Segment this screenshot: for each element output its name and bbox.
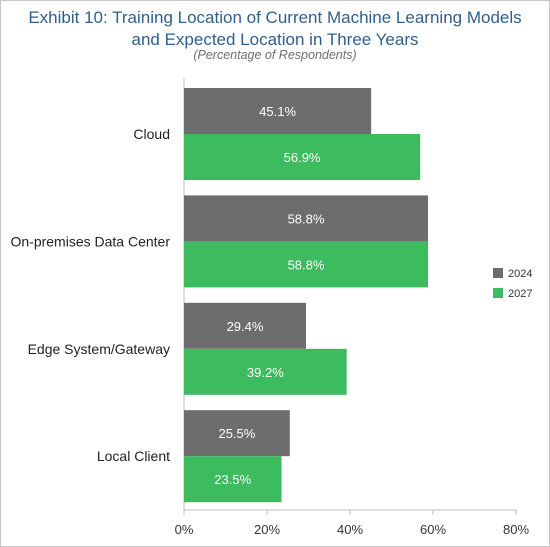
x-tick-label: 20% [254, 522, 280, 537]
bar-value-label: 23.5% [214, 472, 251, 487]
legend-label: 2024 [508, 268, 532, 280]
chart-title-line-1: Exhibit 10: Training Location of Current… [28, 8, 522, 27]
bar-2027 [184, 241, 429, 288]
bar-2024 [184, 302, 307, 349]
x-tick-label: 0% [175, 522, 194, 537]
bar-2024 [184, 88, 372, 134]
x-tick-label: 60% [420, 522, 446, 537]
bar-2027 [184, 134, 421, 180]
chart-subtitle: (Percentage of Respondents) [193, 48, 357, 62]
bar-2027 [184, 348, 347, 395]
category-label: Cloud [133, 126, 170, 142]
legend-label: 2027 [508, 288, 532, 300]
legend-swatch-2024 [493, 268, 503, 278]
bar-value-label: 58.8% [288, 257, 325, 272]
bar-2027 [184, 456, 282, 503]
x-tick-label: 40% [337, 522, 363, 537]
bar-value-label: 56.9% [284, 150, 321, 165]
category-label: On-premises Data Center [10, 233, 170, 249]
bar-2024 [184, 195, 429, 242]
bar-value-label: 39.2% [247, 365, 284, 380]
chart-title: Exhibit 10: Training Location of Current… [1, 7, 549, 51]
bar-2024 [184, 410, 290, 457]
category-label: Edge System/Gateway [28, 341, 170, 357]
x-tick-label: 80% [503, 522, 529, 537]
bar-value-label: 45.1% [259, 104, 296, 119]
legend-swatch-2027 [493, 288, 503, 298]
bar-value-label: 29.4% [227, 319, 264, 334]
category-label: Local Client [97, 448, 170, 464]
bar-value-label: 58.8% [288, 211, 325, 226]
chart-title-line-2: and Expected Location in Three Years [131, 30, 419, 49]
bar-value-label: 25.5% [218, 426, 255, 441]
